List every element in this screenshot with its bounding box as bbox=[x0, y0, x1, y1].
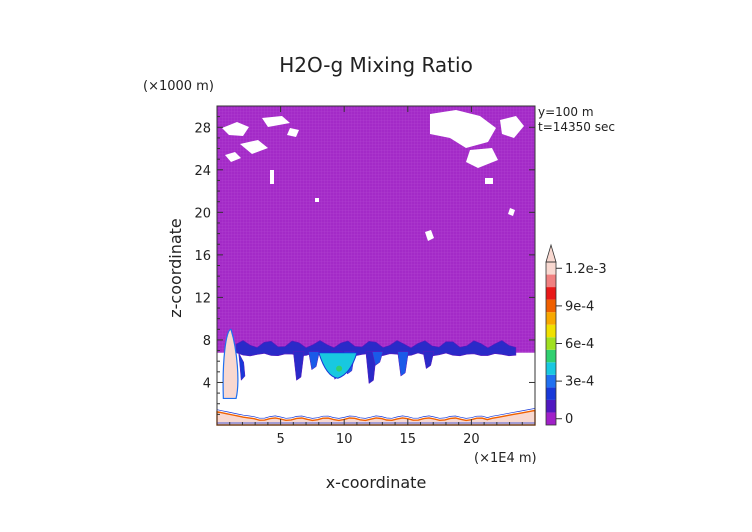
y-tick-label: 8 bbox=[203, 334, 211, 349]
plume-peak bbox=[336, 365, 343, 372]
y-tick-label: 4 bbox=[203, 376, 211, 391]
colorbar-swatch bbox=[546, 399, 556, 413]
sparse-upper-patches bbox=[222, 110, 524, 241]
colorbar-swatch bbox=[546, 349, 556, 363]
moisture-finger bbox=[293, 351, 305, 381]
colorbar-swatch bbox=[546, 324, 556, 338]
colorbar-tick-label: 6e-4 bbox=[565, 337, 594, 352]
colorbar-swatch bbox=[546, 412, 556, 425]
colorbar-swatch bbox=[546, 299, 556, 313]
x-tick-label: 20 bbox=[463, 432, 480, 447]
x-tick-label: 15 bbox=[400, 432, 417, 447]
colorbar-swatch bbox=[546, 287, 556, 300]
colorbar-tick-label: 1.2e-3 bbox=[565, 262, 607, 277]
y-axis-label: z-coordinate bbox=[166, 218, 185, 318]
y-tick-label: 28 bbox=[194, 121, 211, 136]
x-unit-label: (×1E4 m) bbox=[474, 451, 537, 466]
chart-title: H2O-g Mixing Ratio bbox=[279, 53, 473, 77]
colorbar-swatch bbox=[546, 274, 556, 288]
colorbar-swatch bbox=[546, 387, 556, 400]
y-tick-label: 12 bbox=[194, 291, 211, 306]
colorbar-tick-label: 0 bbox=[565, 412, 573, 427]
surface-layer-edge bbox=[216, 407, 536, 424]
chart-marks bbox=[216, 328, 536, 426]
y-unit-label: (×1000 m) bbox=[143, 79, 214, 94]
moisture-finger bbox=[308, 351, 320, 371]
colorbar-swatch bbox=[546, 337, 556, 350]
left-column-edge bbox=[238, 352, 246, 381]
y-axis: 4 8 12 16 20 24 28 bbox=[194, 116, 535, 415]
plume-core bbox=[318, 352, 358, 379]
x-tick-label: 5 bbox=[276, 432, 284, 447]
colorbar-swatch bbox=[546, 374, 556, 388]
colorbar-swatch bbox=[546, 312, 556, 325]
moisture-finger bbox=[371, 351, 384, 366]
colorbar-tick-label: 3e-4 bbox=[565, 375, 594, 390]
y-tick-label: 24 bbox=[194, 164, 211, 179]
time-annotation: t=14350 sec bbox=[538, 120, 615, 134]
colorbar-swatch bbox=[546, 262, 556, 275]
plot-field bbox=[217, 106, 535, 425]
colorbar-extend-arrow bbox=[545, 243, 557, 263]
x-axis: 5 10 15 20 bbox=[229, 106, 523, 447]
left-column bbox=[222, 328, 239, 400]
moisture-finger bbox=[422, 351, 435, 370]
surface-layer bbox=[216, 409, 536, 426]
y-tick-label: 20 bbox=[194, 206, 211, 221]
x-axis-label: x-coordinate bbox=[326, 473, 427, 492]
y-position-annotation: y=100 m bbox=[538, 105, 594, 119]
y-tick-label: 16 bbox=[194, 249, 211, 264]
colorbar-swatch bbox=[546, 362, 556, 375]
colorbar-tick-label: 9e-4 bbox=[565, 299, 594, 314]
colorbar: 0 3e-4 6e-4 9e-4 1.2e-3 bbox=[545, 243, 607, 427]
x-tick-label: 10 bbox=[336, 432, 353, 447]
moisture-finger bbox=[397, 351, 409, 377]
